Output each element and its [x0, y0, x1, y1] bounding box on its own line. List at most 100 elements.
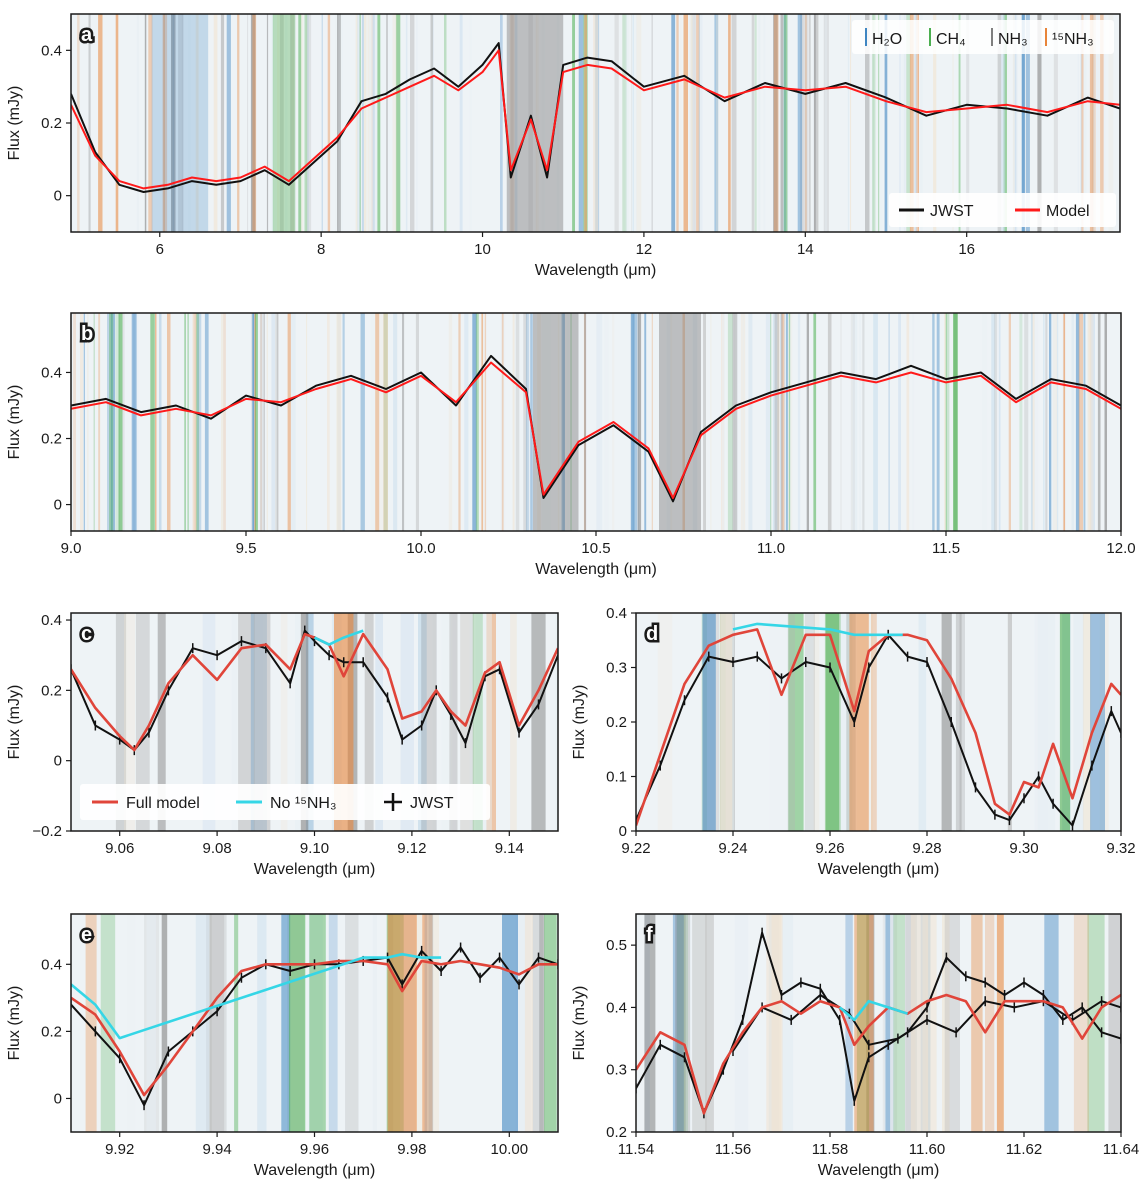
series-layer — [71, 354, 1121, 503]
series-layer — [71, 42, 1120, 193]
panel-b: 9.0 9.5 10.0 10.5 11.0 11.5 12.0 0 0.2 0.4 Wavelen… — [6, 312, 1136, 578]
x-tick-label: 9.94 — [202, 1141, 231, 1158]
x-tick-label: 11.64 — [1103, 1141, 1139, 1158]
y-axis-label: Flux (mJy) — [6, 385, 23, 460]
y-axis-label: Flux (mJy) — [571, 685, 588, 760]
y-axis-label: Flux (mJy) — [6, 986, 23, 1061]
x-tick-label: 12.0 — [1106, 540, 1135, 557]
y-tick-label: 0.2 — [606, 714, 627, 731]
plot-background — [71, 313, 1121, 531]
legend-label-no15: No ¹⁵NH₃ — [270, 795, 336, 812]
nh3-band — [533, 313, 579, 531]
absorber-bands — [73, 313, 1107, 531]
y-tick-label: 0.3 — [606, 1062, 627, 1079]
x-tick-label: 11.54 — [618, 1141, 654, 1158]
series-no-nh--line — [732, 622, 903, 637]
x-axis-label: Wavelength (μm) — [254, 1162, 376, 1179]
x-axis-label: Wavelength (μm) — [818, 861, 940, 878]
panel-c: 9.06 9.08 9.10 9.12 9.14 −0.2 0 0.2 0.4 Wavelengt… — [6, 612, 559, 878]
molecule-legend-label: NH₃ — [998, 31, 1028, 48]
x-tick-label: 9.22 — [621, 840, 650, 857]
y-tick-label: 0 — [54, 1090, 62, 1107]
absorber-bands — [657, 613, 1109, 831]
legend-label-full-model: Full model — [126, 795, 200, 812]
n15h3-band — [387, 914, 417, 1132]
y-tick-label: 0.2 — [41, 431, 62, 448]
nh3-band — [659, 313, 701, 531]
y-tick-label: 0.2 — [606, 1124, 627, 1141]
y-tick-label: 0 — [54, 188, 62, 205]
plot-background — [636, 914, 1121, 1132]
x-tick-label: 9.26 — [815, 840, 844, 857]
x-tick-label: 9.12 — [397, 840, 426, 857]
series-full-model-line — [636, 993, 1121, 1115]
series-jwst-line — [71, 354, 1121, 503]
x-tick-label: 16 — [958, 241, 975, 258]
x-tick-label: 9.10 — [300, 840, 329, 857]
molecule-legend-label: H₂O — [872, 31, 902, 48]
x-tick-label: 9.5 — [236, 540, 257, 557]
nh3-band — [506, 14, 564, 232]
x-tick-label: 11.5 — [932, 540, 960, 557]
x-tick-label: 11.0 — [757, 540, 785, 557]
x-axis-label: Wavelength (μm) — [535, 262, 657, 279]
series-layer — [636, 927, 1121, 1119]
y-tick-label: 0.4 — [606, 605, 627, 622]
y-tick-label: 0.1 — [606, 769, 627, 786]
series-no-nh--line — [838, 999, 909, 1022]
panel-label: d — [646, 623, 658, 645]
y-tick-label: 0 — [619, 823, 627, 840]
x-tick-label: 6 — [156, 241, 164, 258]
x-tick-label: 9.92 — [105, 1141, 134, 1158]
panel-f: 11.54 11.56 11.58 11.60 11.62 11.64 0.2 0.3 0.4 0… — [571, 913, 1139, 1179]
x-tick-label: 10.00 — [491, 1141, 529, 1158]
x-tick-label: 12 — [636, 241, 653, 258]
molecule-legend: H₂O CH₄ NH₃ ¹⁵NH₃ — [852, 20, 1114, 54]
series-legend: JWST Model — [889, 193, 1116, 227]
legend-label-jwst: JWST — [410, 795, 454, 812]
x-tick-label: 9.14 — [495, 840, 524, 857]
series-no-nh--line — [71, 952, 442, 1040]
panel-label: f — [646, 924, 653, 946]
y-tick-label: 0.4 — [41, 612, 62, 629]
y-tick-label: 0.4 — [606, 999, 627, 1016]
y-tick-label: 0.4 — [41, 364, 62, 381]
molecule-legend-label: ¹⁵NH₃ — [1052, 31, 1094, 48]
panel-label: e — [81, 924, 92, 946]
absorber-bands — [115, 613, 558, 831]
panel-e: 9.92 9.94 9.96 9.98 10.00 0 0.2 0.4 Wavelength (… — [6, 913, 559, 1179]
x-tick-label: 10 — [474, 241, 491, 258]
x-tick-label: 9.32 — [1106, 840, 1135, 857]
y-tick-label: 0.2 — [41, 115, 62, 132]
x-tick-label: 9.24 — [718, 840, 747, 857]
x-tick-label: 9.0 — [61, 540, 82, 557]
series-jwst-line — [636, 931, 1121, 1115]
y-axis-label: Flux (mJy) — [6, 685, 23, 760]
x-tick-label: 10.0 — [406, 540, 435, 557]
x-tick-label: 9.28 — [912, 840, 941, 857]
h2o-band — [151, 14, 209, 232]
series-full-model-line — [636, 628, 1121, 826]
absorber-bands — [644, 914, 1121, 1132]
y-axis-label: Flux (mJy) — [6, 86, 23, 161]
x-tick-label: 11.62 — [1006, 1141, 1042, 1158]
y-tick-label: 0.2 — [41, 1023, 62, 1040]
n15h3-band — [854, 914, 874, 1132]
y-tick-label: 0.5 — [606, 937, 627, 954]
series-full-model-line — [71, 959, 558, 1097]
x-tick-label: 10.5 — [581, 540, 610, 557]
panel-d: 9.22 9.24 9.26 9.28 9.30 9.32 0 0.1 0.2 0.3 0.4 Wav… — [571, 605, 1136, 878]
x-tick-label: 9.30 — [1009, 840, 1038, 857]
y-tick-label: 0.2 — [41, 682, 62, 699]
absorber-bands — [77, 14, 1114, 232]
y-tick-label: 0.4 — [41, 42, 62, 59]
x-tick-label: 11.58 — [812, 1141, 848, 1158]
y-axis-label: Flux (mJy) — [571, 986, 588, 1061]
x-tick-label: 11.56 — [715, 1141, 751, 1158]
panel-a: 6 8 10 12 14 16 0 0.2 0.4 Wavelength (μm) Flux (mJ… — [6, 13, 1121, 279]
plot-frame — [635, 913, 1122, 1133]
series-model-line — [71, 361, 1121, 499]
series-layer — [71, 942, 558, 1111]
x-tick-label: 9.98 — [397, 1141, 426, 1158]
model-legend: Full model No ¹⁵NH₃ JWST — [80, 784, 490, 820]
